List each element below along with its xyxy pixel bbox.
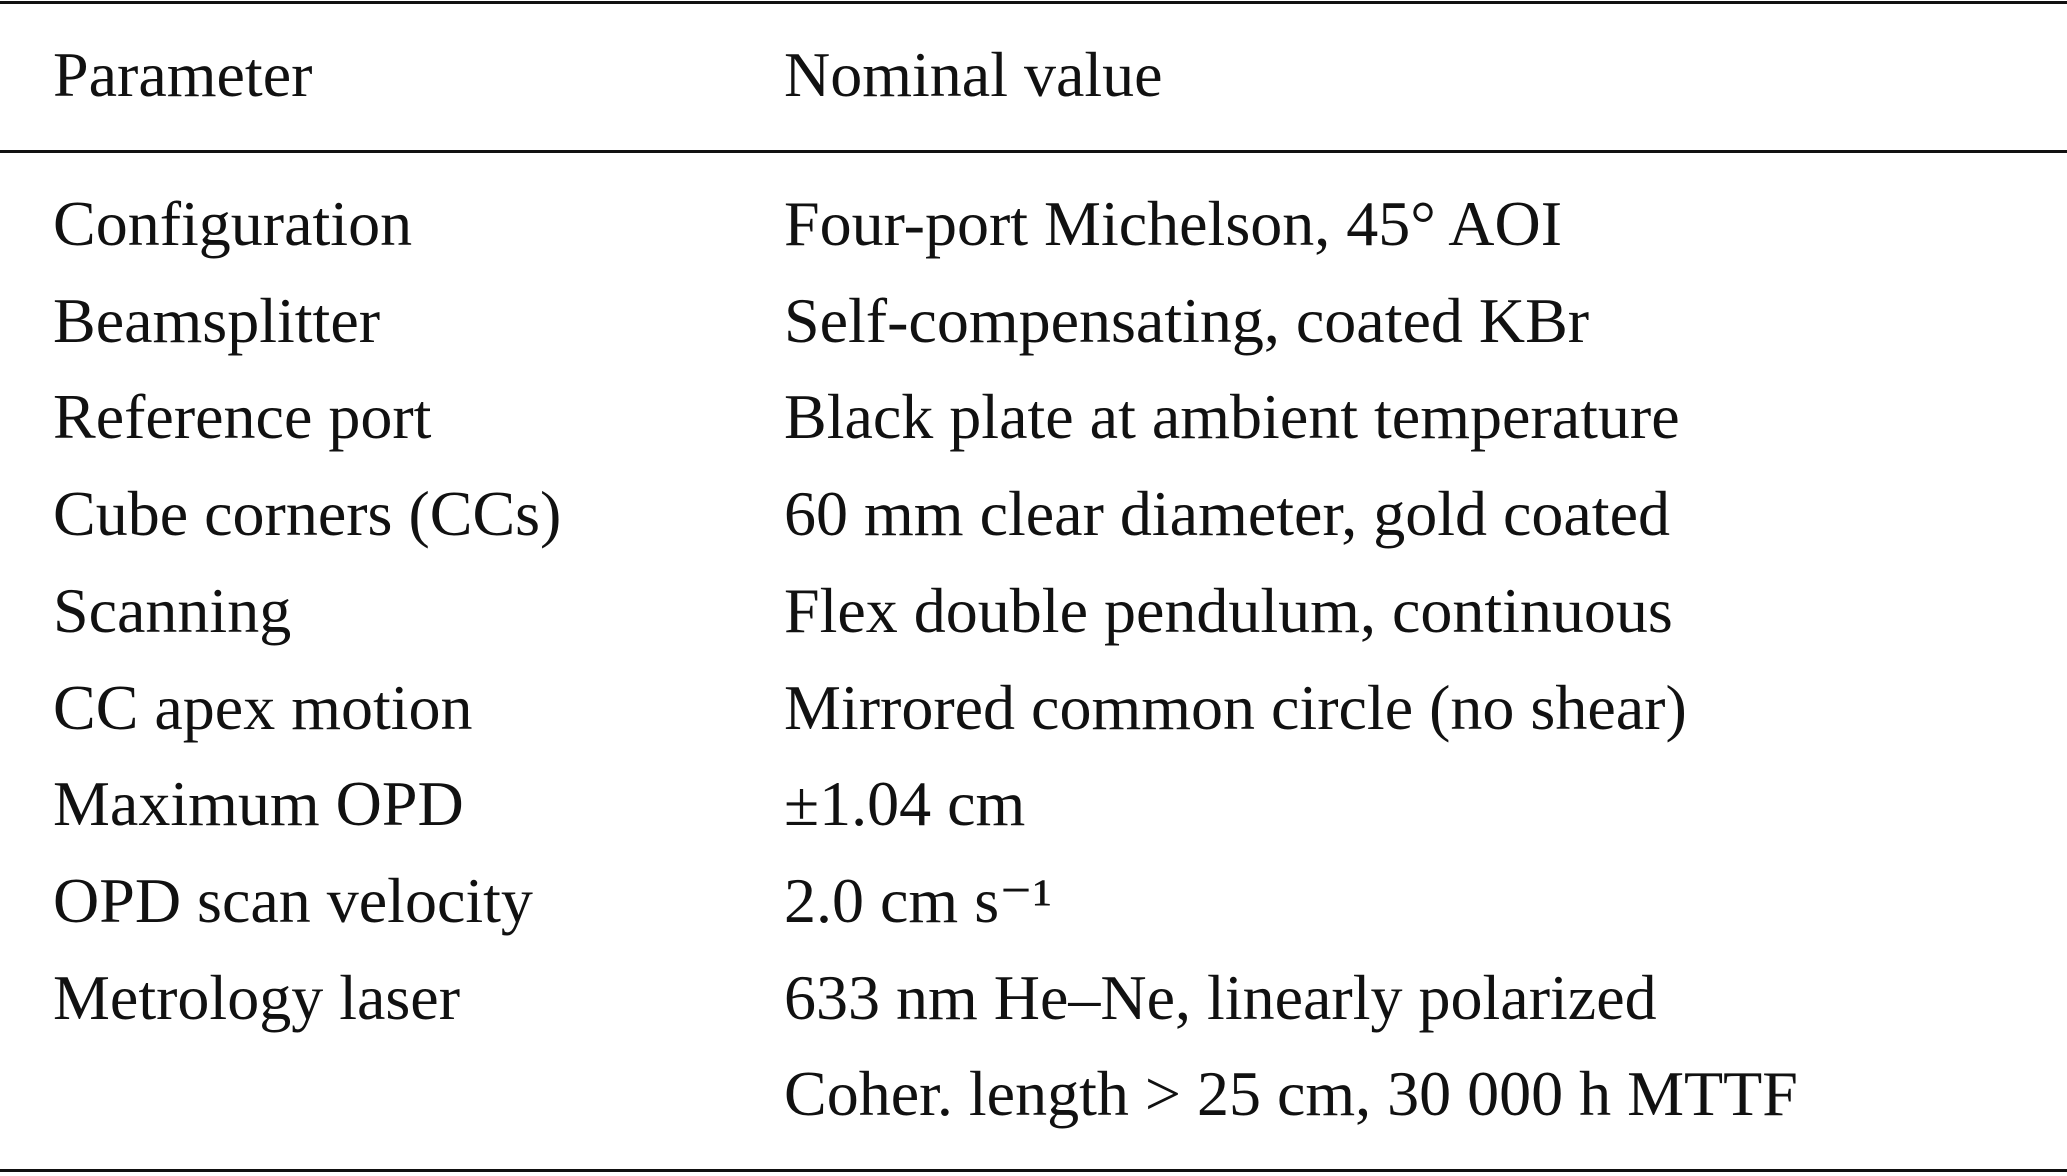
table-cell: OPD scan velocity (53, 864, 533, 936)
table-cell: 633 nm He–Ne, linearly polarized (784, 961, 1657, 1033)
top-rule (0, 1, 2067, 4)
table-cell: Beamsplitter (53, 284, 381, 356)
table-cell: Reference port (53, 381, 432, 453)
header-cell: Nominal value (784, 39, 1163, 110)
header-cell: Parameter (53, 39, 313, 110)
table-cell: Four-port Michelson, 45° AOI (784, 188, 1563, 259)
table-cell: Cube corners (CCs) (53, 478, 562, 550)
table-cell: Mirrored common circle (no shear) (784, 671, 1687, 743)
table-cell: Scanning (53, 574, 292, 646)
table-cell: Self-compensating, coated KBr (784, 284, 1590, 356)
table-cell: CC apex motion (53, 671, 473, 743)
mid-rule (0, 150, 2067, 153)
table-cell: Coher. length > 25 cm, 30 000 h MTTF (784, 1058, 1798, 1130)
table-cell: ±1.04 cm (784, 768, 1026, 840)
table-cell: Maximum OPD (53, 768, 464, 840)
bottom-rule (0, 1169, 2067, 1172)
table-cell: Black plate at ambient temperature (784, 381, 1680, 453)
table-cell: 2.0 cm s⁻¹ (784, 864, 1053, 936)
table-cell: Metrology laser (53, 961, 460, 1033)
table-cell: Configuration (53, 188, 413, 259)
table-cell: Flex double pendulum, continuous (784, 574, 1673, 646)
table-cell: 60 mm clear diameter, gold coated (784, 478, 1670, 550)
